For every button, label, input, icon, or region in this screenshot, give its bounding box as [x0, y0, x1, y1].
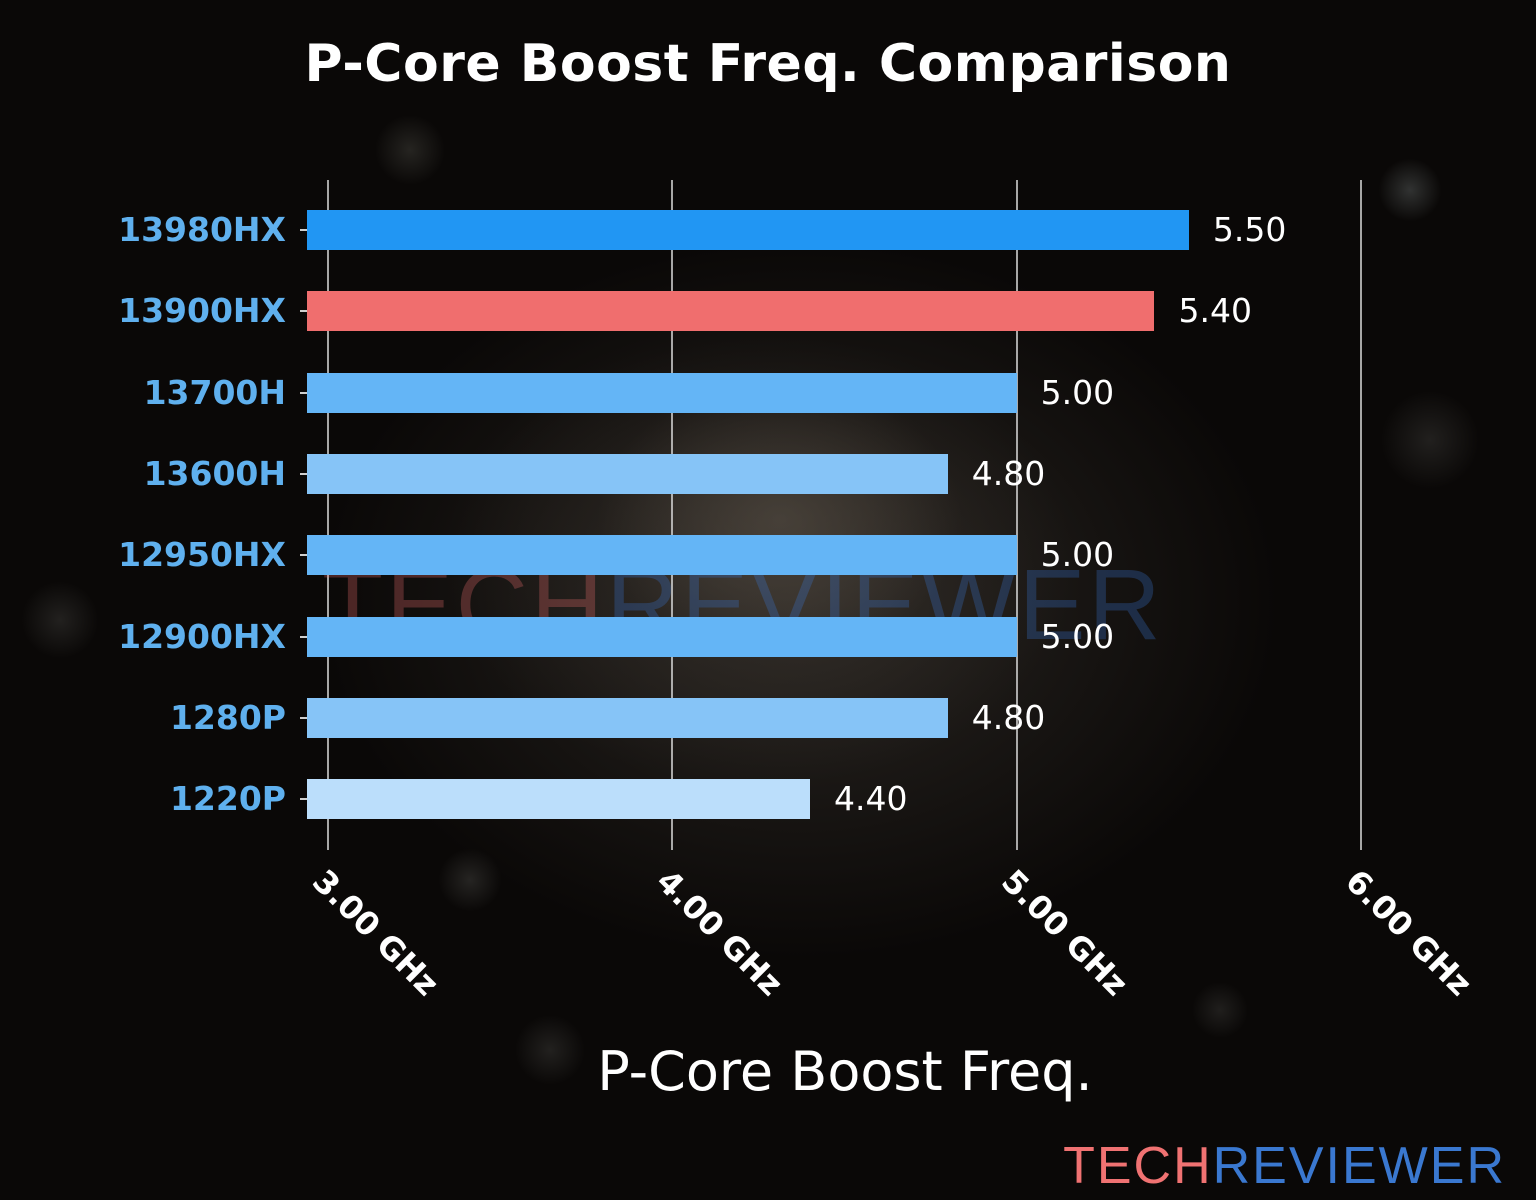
category-label: 13900HX [118, 291, 286, 330]
y-tick-mark [300, 636, 307, 638]
bar-row: 13600H 4.80 [0, 454, 1536, 494]
bar-row: 13900HX 5.40 [0, 291, 1536, 331]
category-label: 13700H [143, 373, 286, 412]
brand-reviewer: REVIEWER [1212, 1137, 1506, 1195]
y-tick-mark [300, 798, 307, 800]
category-label: 1220P [169, 779, 286, 818]
x-axis-title: P-Core Boost Freq. [597, 1040, 1093, 1103]
bar-row: 1220P 4.40 [0, 779, 1536, 819]
category-label: 13980HX [118, 210, 286, 249]
value-label: 4.80 [971, 698, 1046, 737]
value-label: 4.80 [971, 454, 1046, 493]
value-label: 5.00 [1040, 535, 1115, 574]
bar [307, 779, 810, 819]
category-label: 1280P [169, 698, 286, 737]
bar [307, 535, 1017, 575]
chart-title: P-Core Boost Freq. Comparison [304, 34, 1232, 94]
bar [307, 373, 1017, 413]
bar-row: 13700H 5.00 [0, 373, 1536, 413]
gridline [671, 180, 674, 850]
bar [307, 210, 1189, 250]
category-label: 12900HX [118, 617, 286, 656]
value-label: 4.40 [833, 779, 908, 818]
brand-tech: TECH [1063, 1137, 1213, 1195]
y-tick-mark [300, 392, 307, 394]
bar-row: 13980HX 5.50 [0, 210, 1536, 250]
category-label: 13600H [143, 454, 286, 493]
value-label: 5.00 [1040, 373, 1115, 412]
y-tick-mark [300, 310, 307, 312]
category-label: 12950HX [118, 535, 286, 574]
bar-row: 1280P 4.80 [0, 698, 1536, 738]
bar [307, 698, 948, 738]
y-tick-mark [300, 473, 307, 475]
value-label: 5.50 [1212, 210, 1287, 249]
gridline [1360, 180, 1363, 850]
gridline [326, 180, 329, 850]
y-tick-mark [300, 554, 307, 556]
value-label: 5.40 [1178, 291, 1252, 330]
brand-logo: TECHREVIEWER [1063, 1136, 1506, 1196]
gridline [1015, 180, 1018, 850]
bar [307, 291, 1155, 331]
bar [307, 454, 948, 494]
y-tick-mark [300, 229, 307, 231]
bar-row: 12900HX 5.00 [0, 617, 1536, 657]
bar-row: 12950HX 5.00 [0, 535, 1536, 575]
bar [307, 617, 1017, 657]
value-label: 5.00 [1040, 617, 1115, 656]
y-tick-mark [300, 717, 307, 719]
